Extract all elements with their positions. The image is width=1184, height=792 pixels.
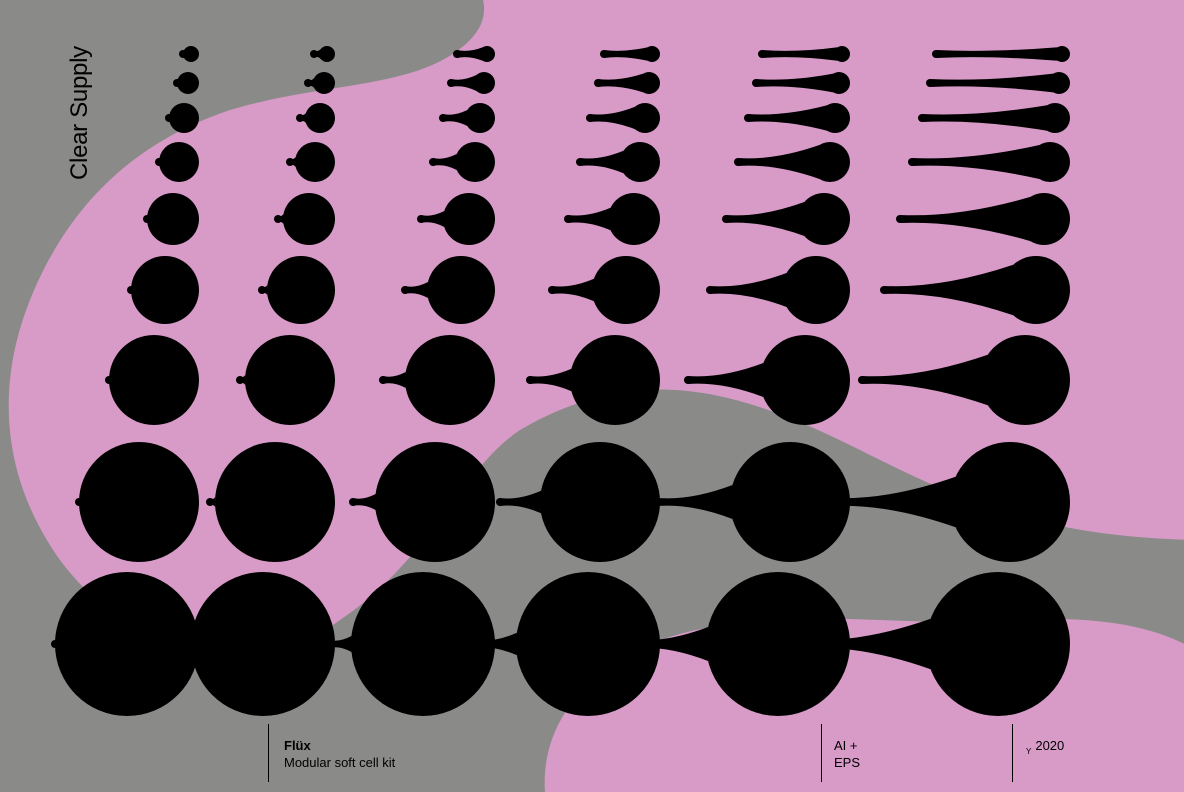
soft-cell-shape bbox=[918, 103, 1070, 133]
soft-cell-shape bbox=[858, 335, 1070, 425]
footer-formats: AI + EPS bbox=[834, 738, 860, 772]
soft-cell-shape bbox=[286, 142, 335, 182]
soft-cell-shape bbox=[564, 193, 660, 245]
soft-cell-shape bbox=[758, 46, 850, 62]
soft-cell-shape bbox=[236, 335, 335, 425]
soft-cell-shape bbox=[296, 103, 335, 133]
soft-cell-shape bbox=[586, 103, 660, 133]
soft-cell-shape bbox=[926, 72, 1070, 94]
soft-cell-shape bbox=[828, 442, 1070, 562]
soft-cell-shape bbox=[932, 46, 1070, 62]
soft-cell-shape bbox=[206, 442, 335, 562]
soft-cell-shape bbox=[429, 142, 495, 182]
soft-cell-shape bbox=[600, 46, 660, 62]
soft-cell-shape bbox=[908, 142, 1070, 182]
soft-cell-shape bbox=[179, 46, 199, 62]
soft-cell-shape bbox=[349, 442, 495, 562]
footer-divider bbox=[268, 724, 269, 782]
soft-cell-shape bbox=[379, 335, 495, 425]
footer-product: Flüx Modular soft cell kit bbox=[284, 738, 395, 772]
soft-cell-shape bbox=[453, 46, 495, 62]
product-name: Flüx bbox=[284, 738, 395, 755]
soft-cell-shape bbox=[576, 142, 660, 182]
soft-cell-shape bbox=[105, 335, 199, 425]
shape-grid bbox=[0, 0, 1184, 792]
soft-cell-shape bbox=[258, 256, 335, 324]
soft-cell-shape bbox=[654, 442, 850, 562]
soft-cell-shape bbox=[594, 72, 660, 94]
soft-cell-shape bbox=[734, 142, 850, 182]
footer-divider bbox=[1012, 724, 1013, 782]
soft-cell-shape bbox=[744, 103, 850, 133]
soft-cell-shape bbox=[173, 72, 199, 94]
soft-cell-shape bbox=[684, 335, 850, 425]
soft-cell-shape bbox=[447, 72, 495, 94]
soft-cell-shape bbox=[51, 572, 199, 716]
soft-cell-shape bbox=[310, 46, 335, 62]
poster-canvas: Clear Supply Flüx Modular soft cell kit … bbox=[0, 0, 1184, 792]
year-value: 2020 bbox=[1035, 738, 1064, 753]
soft-cell-shape bbox=[706, 256, 850, 324]
soft-cell-shape bbox=[325, 572, 495, 716]
soft-cell-shape bbox=[722, 193, 850, 245]
soft-cell-shape bbox=[417, 193, 495, 245]
soft-cell-shape bbox=[880, 256, 1070, 324]
soft-cell-shape bbox=[274, 193, 335, 245]
soft-cell-shape bbox=[548, 256, 660, 324]
soft-cell-shape bbox=[804, 572, 1070, 716]
soft-cell-shape bbox=[439, 103, 495, 133]
soft-cell-shape bbox=[526, 335, 660, 425]
soft-cell-shape bbox=[304, 72, 335, 94]
soft-cell-shape bbox=[155, 142, 199, 182]
soft-cell-shape bbox=[896, 193, 1070, 245]
footer-divider bbox=[821, 724, 822, 782]
soft-cell-shape bbox=[182, 572, 335, 716]
soft-cell-shape bbox=[143, 193, 199, 245]
footer: Flüx Modular soft cell kit AI + EPS Y 202… bbox=[0, 718, 1184, 792]
soft-cell-shape bbox=[401, 256, 495, 324]
soft-cell-shape bbox=[496, 442, 660, 562]
soft-cell-shape bbox=[75, 442, 199, 562]
year-prefix: Y bbox=[1026, 747, 1031, 756]
soft-cell-shape bbox=[752, 72, 850, 94]
soft-cell-shape bbox=[165, 103, 199, 133]
footer-year: Y 2020 bbox=[1026, 738, 1064, 757]
product-subtitle: Modular soft cell kit bbox=[284, 755, 395, 772]
soft-cell-shape bbox=[127, 256, 199, 324]
